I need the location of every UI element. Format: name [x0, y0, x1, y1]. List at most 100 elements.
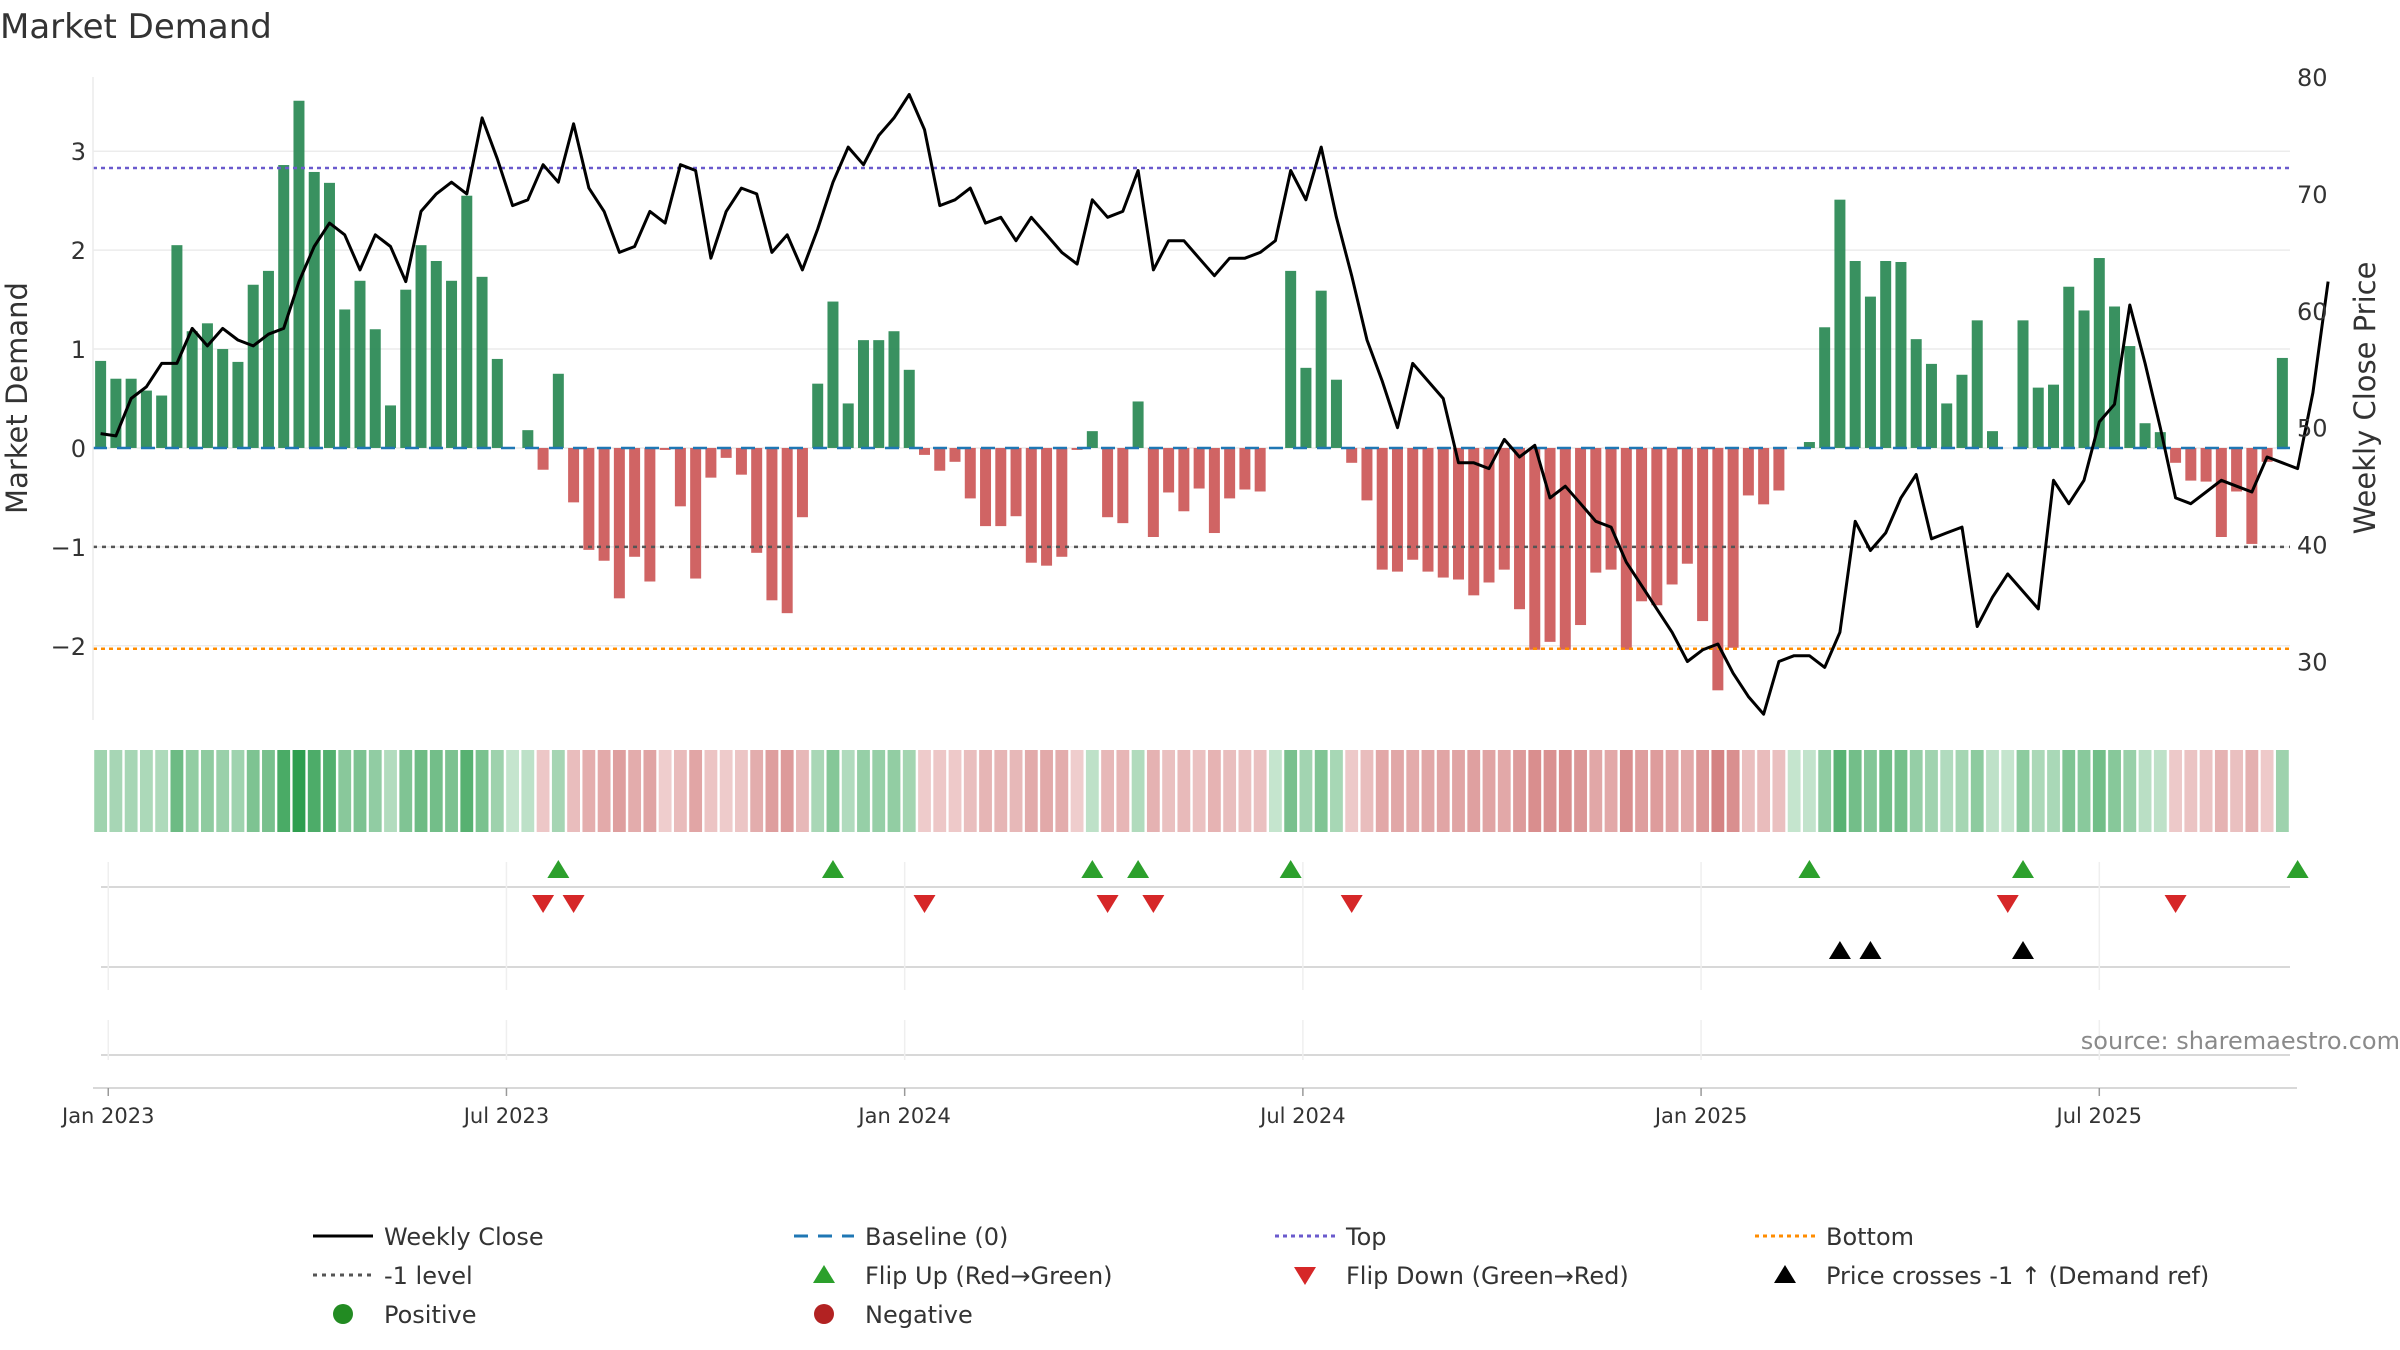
- demand-bar: [1681, 447, 1693, 564]
- heat-cell: [399, 750, 413, 832]
- price-series: [100, 93, 2330, 716]
- demand-bar: [1132, 401, 1144, 448]
- demand-bar: [2185, 447, 2197, 481]
- heat-cell: [1314, 750, 1328, 832]
- heat-cell: [567, 750, 581, 832]
- demand-bar: [2231, 447, 2243, 492]
- demand-bar: [1163, 447, 1175, 493]
- heat-cell: [1391, 750, 1404, 832]
- legend-flip-up-icon: [813, 1265, 835, 1283]
- heat-cell: [1024, 750, 1038, 832]
- demand-bar: [857, 340, 869, 448]
- heat-cell: [612, 750, 626, 832]
- demand-bar: [400, 289, 412, 448]
- legend-label-positive: Positive: [384, 1301, 477, 1329]
- demand-bar: [385, 405, 397, 448]
- heat-cell: [1406, 750, 1420, 832]
- heat-cell: [353, 750, 367, 832]
- reference-lines: [93, 166, 2290, 651]
- heat-cell: [2230, 750, 2244, 832]
- demand-bar: [629, 447, 641, 557]
- demand-bar: [247, 284, 259, 448]
- demand-bar: [796, 447, 808, 518]
- demand-bar: [1712, 447, 1724, 691]
- heat-cell: [1299, 750, 1313, 832]
- heat-cell: [1162, 750, 1176, 832]
- demand-bar: [781, 447, 793, 614]
- heat-cell: [1757, 750, 1771, 832]
- demand-bar: [293, 100, 305, 448]
- heat-cell: [918, 750, 931, 832]
- y-tick-label: −2: [51, 633, 86, 661]
- demand-bar: [1544, 447, 1556, 642]
- heat-cell: [506, 750, 519, 832]
- demand-bar: [2048, 384, 2060, 448]
- heat-cell: [872, 750, 886, 832]
- heat-cell: [323, 750, 336, 832]
- demand-bar: [1056, 447, 1068, 557]
- heat-cell: [1375, 750, 1389, 832]
- heat-cell: [170, 750, 184, 832]
- flip-up-marker: [1127, 860, 1150, 878]
- y-tick-label: −1: [51, 534, 86, 562]
- chart-title: Market Demand: [0, 7, 272, 47]
- flip-up-marker: [2012, 860, 2035, 878]
- demand-bar: [2093, 258, 2105, 448]
- heat-cell: [2245, 750, 2259, 832]
- x-axis: Jan 2023 Jul 2023 Jan 2024 Jul 2024 Jan 2025…: [60, 862, 2142, 1128]
- legend-label-price-cross: Price crosses -1 ↑ (Demand ref): [1826, 1262, 2209, 1290]
- demand-bar: [1300, 367, 1312, 448]
- heat-cell: [231, 750, 245, 832]
- heat-cell: [1696, 750, 1710, 832]
- heat-cell: [2016, 750, 2030, 832]
- demand-bar: [1529, 447, 1541, 650]
- flip-down-marker: [913, 895, 936, 913]
- flip-up-marker: [821, 860, 844, 878]
- demand-bar: [827, 301, 839, 448]
- demand-bar: [598, 447, 610, 561]
- heat-cell: [1955, 750, 1969, 832]
- demand-bar: [2078, 310, 2090, 448]
- heat-cell: [2275, 750, 2289, 832]
- demand-bar: [568, 447, 580, 503]
- y2-tick-label: 80: [2297, 64, 2328, 92]
- demand-bar: [1941, 403, 1953, 448]
- heat-cell: [262, 750, 275, 832]
- heat-cell: [1177, 750, 1191, 832]
- demand-bar: [110, 378, 122, 448]
- y2-tick-label: 30: [2297, 649, 2328, 677]
- y-tick-label: 0: [71, 435, 86, 463]
- heat-cell: [2001, 750, 2015, 832]
- heat-cell: [338, 750, 352, 832]
- demand-bar: [888, 331, 900, 448]
- legend-label-baseline: Baseline (0): [865, 1223, 1008, 1251]
- y2-tick-label: 70: [2297, 181, 2328, 209]
- heat-cell: [719, 750, 733, 832]
- demand-bar: [1971, 320, 1983, 448]
- demand-bar: [125, 378, 137, 448]
- demand-bar: [1651, 447, 1663, 606]
- flip-up-marker: [1081, 860, 1104, 878]
- heat-cell: [445, 750, 458, 832]
- demand-bar: [766, 447, 778, 601]
- demand-bar: [354, 280, 366, 448]
- demand-bar: [1498, 447, 1510, 570]
- demand-bar: [1773, 447, 1785, 491]
- flip-up-marker: [1798, 860, 1821, 878]
- heat-cell: [216, 750, 230, 832]
- demand-bar: [903, 369, 915, 448]
- heat-cell: [1650, 750, 1664, 832]
- heat-cell: [307, 750, 321, 832]
- demand-bar: [2032, 387, 2044, 448]
- demand-bar: [613, 447, 625, 599]
- heat-cell: [1909, 750, 1923, 832]
- demand-bar: [949, 447, 961, 462]
- x-tick-label: Jul 2024: [1258, 1104, 1345, 1128]
- heat-cell: [414, 750, 428, 832]
- heat-cell: [1574, 750, 1587, 832]
- demand-bar: [1010, 447, 1022, 517]
- axes: −2 −1 0 1 2 3 30 40 50 60 70 80: [51, 64, 2328, 720]
- heat-cell: [1558, 750, 1572, 832]
- demand-bar: [1575, 447, 1587, 626]
